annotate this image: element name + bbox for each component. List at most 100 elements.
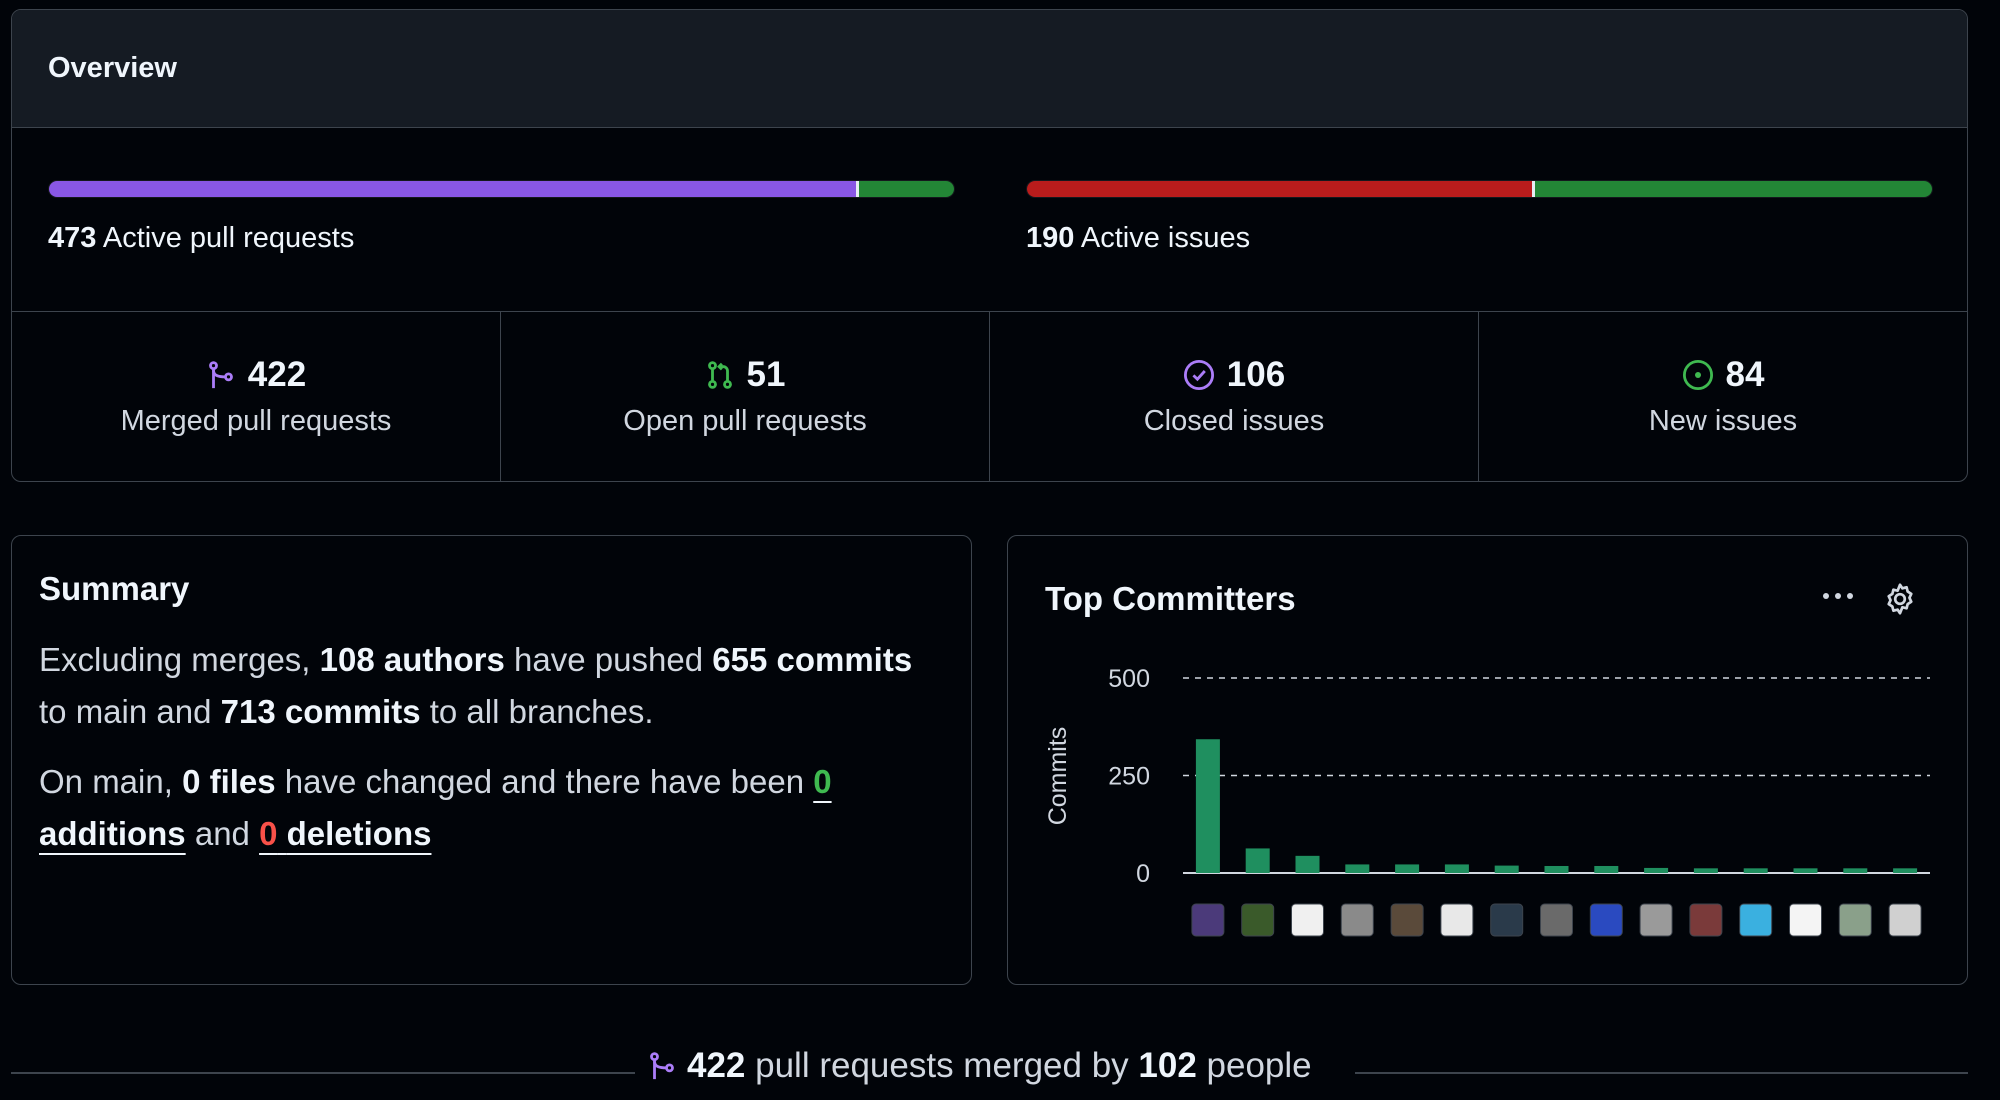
new-issues-stat[interactable]: 84 New issues xyxy=(1479,312,1967,481)
closed-issues-stat[interactable]: 106 Closed issues xyxy=(990,312,1479,481)
issues-progress-bar[interactable] xyxy=(1026,180,1933,198)
commit-bar xyxy=(1843,868,1868,873)
commit-bar xyxy=(1893,868,1918,873)
stat-label: Open pull requests xyxy=(623,405,867,437)
divider xyxy=(1355,1072,1968,1074)
active-pull-requests-label[interactable]: 473 Active pull requests xyxy=(48,222,354,255)
committer-avatar xyxy=(1789,903,1822,937)
committer-avatar xyxy=(1540,903,1573,937)
top-committers-panel: 0 250 500 Commits Top Committers xyxy=(1007,535,1968,985)
deletions-link[interactable]: 0 deletions xyxy=(259,815,431,852)
summary-text: On main, xyxy=(39,763,183,800)
gear-icon[interactable] xyxy=(1882,581,1918,622)
merged-segment xyxy=(49,181,857,197)
commit-bar xyxy=(1345,864,1370,873)
commit-bar xyxy=(1793,868,1818,873)
committer-avatar xyxy=(1440,903,1474,937)
summary-text: Excluding merges, xyxy=(39,641,320,678)
committer-avatar xyxy=(1888,903,1922,937)
merged-pull-requests-stat[interactable]: 422 Merged pull requests xyxy=(12,312,501,481)
committer-avatar xyxy=(1291,903,1324,937)
stat-value: 51 xyxy=(746,355,786,394)
commit-bar xyxy=(1395,864,1420,873)
stat-label: Merged pull requests xyxy=(120,405,392,437)
issue-closed-icon xyxy=(1183,359,1215,391)
closed-segment xyxy=(1027,181,1532,197)
git-merge-icon xyxy=(206,359,236,391)
commit-bar xyxy=(1195,739,1220,873)
git-merge-icon xyxy=(647,1049,677,1083)
issue-opened-icon xyxy=(1682,359,1714,391)
active-issues-text: Active issues xyxy=(1080,222,1251,254)
committer-avatar xyxy=(1689,903,1723,937)
footer-text: people xyxy=(1196,1046,1312,1085)
committer-avatar xyxy=(1191,903,1225,937)
active-pull-requests-count: 473 xyxy=(48,222,97,254)
stat-value: 84 xyxy=(1725,355,1765,394)
open-pull-requests-stat[interactable]: 51 Open pull requests xyxy=(501,312,990,481)
y-tick-label: 0 xyxy=(1136,860,1150,888)
commit-bar xyxy=(1594,865,1619,873)
files-changed-count: 0 files xyxy=(182,763,276,800)
deletions-label: deletions xyxy=(286,815,432,852)
summary-panel: Summary Excluding merges, 108 authors ha… xyxy=(11,535,972,985)
overview-title: Overview xyxy=(12,10,1967,128)
committer-avatar xyxy=(1340,903,1374,937)
active-pull-requests-text: Active pull requests xyxy=(102,222,355,254)
all-commits-count: 713 commits xyxy=(220,693,421,730)
summary-text: to main and xyxy=(39,693,221,730)
summary-text: and xyxy=(185,815,260,852)
additions-link[interactable]: 0 additions xyxy=(39,763,832,852)
stat-label: Closed issues xyxy=(1143,405,1325,437)
deletions-count: 0 xyxy=(259,815,278,852)
y-tick-label: 250 xyxy=(1108,763,1150,791)
merged-prs-count: 422 xyxy=(687,1046,746,1085)
kebab-horizontal-icon[interactable] xyxy=(1820,586,1860,611)
activity-bars: 473 Active pull requests 190 Active issu… xyxy=(12,128,1967,312)
new-segment xyxy=(1531,181,1932,197)
commit-bar xyxy=(1544,865,1569,873)
committer-avatar xyxy=(1490,903,1524,937)
committer-avatar xyxy=(1241,903,1275,937)
git-pull-request-icon xyxy=(705,359,735,391)
committer-avatar xyxy=(1390,903,1424,937)
top-committers-title: Top Committers xyxy=(1045,580,1296,617)
main-commits-count: 655 commits xyxy=(712,641,913,678)
committer-avatar xyxy=(1639,903,1673,937)
active-issues-label[interactable]: 190 Active issues xyxy=(1026,222,1250,255)
committer-avatar xyxy=(1589,903,1623,937)
committer-avatar xyxy=(1739,903,1773,937)
commit-bar xyxy=(1693,868,1718,873)
summary-commits-text: Excluding merges, 108 authors have pushe… xyxy=(39,634,944,738)
people-count: 102 xyxy=(1138,1046,1197,1085)
merged-summary-footer: 422 pull requests merged by 102 people xyxy=(11,1040,1968,1090)
commit-bar xyxy=(1245,848,1270,873)
commit-bar xyxy=(1644,867,1669,873)
y-axis-label: Commits xyxy=(1044,727,1072,826)
active-issues-count: 190 xyxy=(1026,222,1075,254)
pull-request-progress-bar[interactable] xyxy=(48,180,955,198)
stat-label: New issues xyxy=(1648,405,1798,437)
commit-bar xyxy=(1743,868,1768,873)
summary-changes-text: On main, 0 files have changed and there … xyxy=(39,756,944,860)
commit-bar xyxy=(1444,864,1469,873)
stat-value: 106 xyxy=(1226,355,1286,394)
additions-label: additions xyxy=(39,815,186,852)
divider xyxy=(11,1072,635,1074)
committer-avatar xyxy=(1838,903,1872,937)
stat-value: 422 xyxy=(247,355,307,394)
overview-panel: Overview 473 Active pull requests 190 Ac… xyxy=(11,9,1968,482)
summary-text: have pushed xyxy=(504,641,713,678)
open-segment xyxy=(856,181,954,197)
additions-count: 0 xyxy=(813,763,832,800)
merged-summary-text: 422 pull requests merged by 102 people xyxy=(647,1046,1312,1086)
authors-count: 108 authors xyxy=(319,641,505,678)
commit-bar xyxy=(1494,865,1519,873)
top-committers-chart: 0 250 500 Commits xyxy=(1044,665,1930,937)
commit-bar xyxy=(1295,855,1320,873)
y-tick-label: 500 xyxy=(1108,665,1150,693)
footer-text: pull requests merged by xyxy=(745,1046,1139,1085)
summary-title: Summary xyxy=(39,570,190,607)
summary-text: to all branches. xyxy=(420,693,654,730)
summary-text: have changed and there have been xyxy=(275,763,814,800)
